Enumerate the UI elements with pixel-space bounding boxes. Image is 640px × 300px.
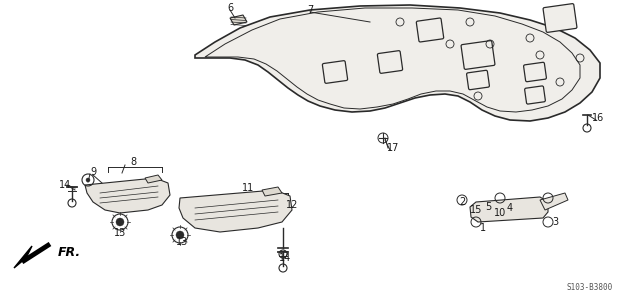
Text: 5: 5 bbox=[485, 202, 491, 212]
Circle shape bbox=[116, 218, 124, 226]
Text: 4: 4 bbox=[507, 203, 513, 213]
Circle shape bbox=[176, 231, 184, 239]
Text: 1: 1 bbox=[480, 223, 486, 233]
Polygon shape bbox=[470, 197, 548, 222]
Text: 10: 10 bbox=[494, 208, 506, 218]
Polygon shape bbox=[145, 175, 162, 183]
FancyBboxPatch shape bbox=[323, 61, 348, 83]
Text: 11: 11 bbox=[242, 183, 254, 193]
FancyBboxPatch shape bbox=[467, 70, 490, 90]
Text: 6: 6 bbox=[227, 3, 233, 13]
Polygon shape bbox=[262, 187, 282, 196]
Polygon shape bbox=[14, 246, 32, 268]
Text: 15: 15 bbox=[470, 205, 482, 215]
Text: 16: 16 bbox=[592, 113, 604, 123]
FancyBboxPatch shape bbox=[461, 40, 495, 69]
Circle shape bbox=[86, 178, 90, 182]
FancyBboxPatch shape bbox=[524, 62, 547, 82]
Polygon shape bbox=[540, 193, 568, 210]
Polygon shape bbox=[85, 178, 170, 213]
Text: 12: 12 bbox=[286, 200, 298, 210]
Text: FR.: FR. bbox=[58, 245, 81, 259]
Text: 9: 9 bbox=[90, 167, 96, 177]
Text: 17: 17 bbox=[387, 143, 399, 153]
Text: S103-B3800: S103-B3800 bbox=[567, 284, 613, 292]
Text: 7: 7 bbox=[307, 5, 313, 15]
FancyBboxPatch shape bbox=[417, 18, 444, 42]
Text: 14: 14 bbox=[279, 253, 291, 263]
FancyBboxPatch shape bbox=[543, 4, 577, 32]
Text: 8: 8 bbox=[130, 157, 136, 167]
Text: 13: 13 bbox=[176, 237, 188, 247]
Text: 2: 2 bbox=[459, 197, 465, 207]
FancyBboxPatch shape bbox=[525, 86, 545, 104]
FancyBboxPatch shape bbox=[378, 51, 403, 73]
Polygon shape bbox=[179, 190, 292, 232]
Text: 14: 14 bbox=[59, 180, 71, 190]
Text: 3: 3 bbox=[552, 217, 558, 227]
Text: 13: 13 bbox=[114, 228, 126, 238]
Polygon shape bbox=[195, 5, 600, 121]
Polygon shape bbox=[230, 15, 247, 25]
